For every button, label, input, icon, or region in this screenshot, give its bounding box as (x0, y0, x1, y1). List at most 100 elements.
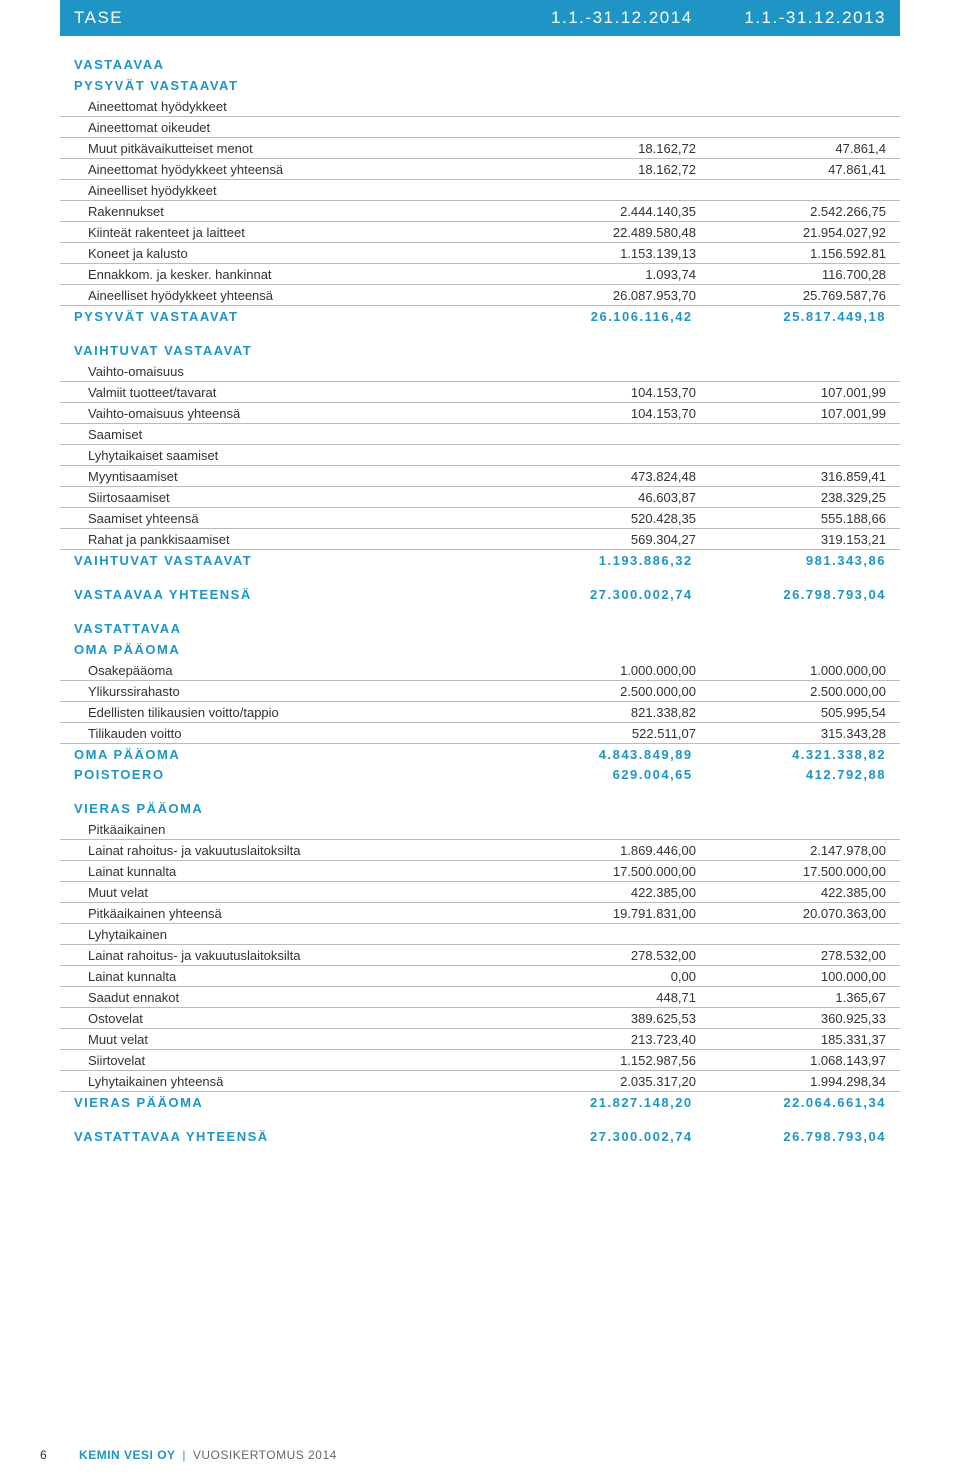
page-footer: 6 KEMIN VESI OY | VUOSIKERTOMUS 2014 (40, 1448, 337, 1462)
row-label: Rakennukset (74, 204, 506, 219)
row-label: Muut velat (74, 1032, 506, 1047)
table-row: Ennakkom. ja kesker. hankinnat1.093,7411… (60, 264, 900, 285)
row-value-2014: 821.338,82 (506, 705, 696, 720)
total-label: OMA PÄÄOMA (74, 747, 499, 762)
table-row: Rakennukset2.444.140,352.542.266,75 (60, 201, 900, 222)
table-row: Tilikauden voitto522.511,07315.343,28 (60, 723, 900, 744)
row-value-2013: 2.500.000,00 (696, 684, 886, 699)
row-value-2013: 185.331,37 (696, 1032, 886, 1047)
row-label: Aineelliset hyödykkeet (74, 183, 506, 198)
total-v1: 21.827.148,20 (499, 1095, 692, 1110)
row-label: Rahat ja pankkisaamiset (74, 532, 506, 547)
row-value-2013: 116.700,28 (696, 267, 886, 282)
table-row: Siirtosaamiset46.603,87238.329,25 (60, 487, 900, 508)
section-pysyvat-vastaavat: PYSYVÄT VASTAAVAT (60, 75, 900, 96)
row-value-2014: 1.000.000,00 (506, 663, 696, 678)
row-value-2014: 1.869.446,00 (506, 843, 696, 858)
row-value-2013: 2.542.266,75 (696, 204, 886, 219)
row-label: Aineettomat hyödykkeet (74, 99, 506, 114)
row-value-2014: 569.304,27 (506, 532, 696, 547)
row-value-2014: 0,00 (506, 969, 696, 984)
table-vaihtuvat: Vaihto-omaisuusValmiit tuotteet/tavarat1… (60, 361, 900, 550)
table-row: Lyhytaikainen (60, 924, 900, 945)
row-label: Lyhytaikaiset saamiset (74, 448, 506, 463)
total-label: VIERAS PÄÄOMA (74, 1095, 499, 1110)
total-pysyvat-vastaavat: PYSYVÄT VASTAAVAT 26.106.116,42 25.817.4… (60, 306, 900, 326)
table-row: Aineelliset hyödykkeet yhteensä26.087.95… (60, 285, 900, 306)
row-value-2013: 47.861,41 (696, 162, 886, 177)
page-number: 6 (40, 1448, 47, 1462)
row-label: Saamiset yhteensä (74, 511, 506, 526)
row-value-2014: 448,71 (506, 990, 696, 1005)
row-value-2013: 1.994.298,34 (696, 1074, 886, 1089)
table-row: Valmiit tuotteet/tavarat104.153,70107.00… (60, 382, 900, 403)
table-row: Vaihto-omaisuus (60, 361, 900, 382)
row-value-2013: 107.001,99 (696, 385, 886, 400)
row-value-2013: 360.925,33 (696, 1011, 886, 1026)
row-value-2013: 278.532,00 (696, 948, 886, 963)
table-row: Edellisten tilikausien voitto/tappio821.… (60, 702, 900, 723)
row-label: Aineettomat oikeudet (74, 120, 506, 135)
row-value-2014: 104.153,70 (506, 406, 696, 421)
row-label: Ennakkom. ja kesker. hankinnat (74, 267, 506, 282)
table-row: Saadut ennakot448,711.365,67 (60, 987, 900, 1008)
total-v2: 981.343,86 (693, 553, 886, 568)
row-value-2013: 2.147.978,00 (696, 843, 886, 858)
row-value-2014: 1.152.987,56 (506, 1053, 696, 1068)
total-vieras-paaoma: VIERAS PÄÄOMA 21.827.148,20 22.064.661,3… (60, 1092, 900, 1112)
total-label: VASTATTAVAA YHTEENSÄ (74, 1129, 499, 1144)
table-row: Saamiset yhteensä520.428,35555.188,66 (60, 508, 900, 529)
row-value-2013: 21.954.027,92 (696, 225, 886, 240)
table-row: Muut pitkävaikutteiset menot18.162,7247.… (60, 138, 900, 159)
row-value-2013: 238.329,25 (696, 490, 886, 505)
row-label: Lainat kunnalta (74, 969, 506, 984)
row-value-2014: 473.824,48 (506, 469, 696, 484)
row-value-2014: 17.500.000,00 (506, 864, 696, 879)
table-row: Lyhytaikainen yhteensä2.035.317,201.994.… (60, 1071, 900, 1092)
row-value-2014: 278.532,00 (506, 948, 696, 963)
table-pysyvat: Aineettomat hyödykkeet Aineettomat oikeud… (60, 96, 900, 306)
total-v2: 25.817.449,18 (693, 309, 886, 324)
header-col-2014: 1.1.-31.12.2014 (499, 8, 692, 28)
table-row: Pitkäaikainen (60, 819, 900, 840)
row-label: Vaihto-omaisuus yhteensä (74, 406, 506, 421)
table-row: Aineettomat hyödykkeet (60, 96, 900, 117)
row-value-2013: 1.000.000,00 (696, 663, 886, 678)
row-value-2013: 1.365,67 (696, 990, 886, 1005)
row-label: Koneet ja kalusto (74, 246, 506, 261)
row-value-2014: 2.500.000,00 (506, 684, 696, 699)
table-row: Muut velat422.385,00422.385,00 (60, 882, 900, 903)
total-vaihtuvat-vastaavat: VAIHTUVAT VASTAAVAT 1.193.886,32 981.343… (60, 550, 900, 570)
row-value-2014: 18.162,72 (506, 162, 696, 177)
table-row: Myyntisaamiset473.824,48316.859,41 (60, 466, 900, 487)
table-header: TASE 1.1.-31.12.2014 1.1.-31.12.2013 (60, 0, 900, 36)
row-label: Lainat kunnalta (74, 864, 506, 879)
table-row: Rahat ja pankkisaamiset569.304,27319.153… (60, 529, 900, 550)
row-value-2013: 47.861,4 (696, 141, 886, 156)
footer-rest: VUOSIKERTOMUS 2014 (193, 1448, 337, 1462)
table-row: Koneet ja kalusto1.153.139,131.156.592.8… (60, 243, 900, 264)
row-value-2013: 1.068.143,97 (696, 1053, 886, 1068)
table-row: Osakepääoma1.000.000,001.000.000,00 (60, 660, 900, 681)
row-value-2014: 26.087.953,70 (506, 288, 696, 303)
total-vastattavaa-yhteensa: VASTATTAVAA YHTEENSÄ 27.300.002,74 26.79… (60, 1126, 900, 1146)
row-label: Ylikurssirahasto (74, 684, 506, 699)
table-row: Ylikurssirahasto2.500.000,002.500.000,00 (60, 681, 900, 702)
total-v1: 1.193.886,32 (499, 553, 692, 568)
row-value-2013: 107.001,99 (696, 406, 886, 421)
table-row: Siirtovelat1.152.987,561.068.143,97 (60, 1050, 900, 1071)
total-v2: 26.798.793,04 (693, 1129, 886, 1144)
table-row: Lyhytaikaiset saamiset (60, 445, 900, 466)
table-row: Aineelliset hyödykkeet (60, 180, 900, 201)
row-value-2014: 213.723,40 (506, 1032, 696, 1047)
header-title: TASE (74, 8, 499, 28)
row-label: Siirtovelat (74, 1053, 506, 1068)
row-label: Saamiset (74, 427, 506, 442)
table-row: Aineettomat hyödykkeet yhteensä18.162,72… (60, 159, 900, 180)
row-value-2013: 1.156.592.81 (696, 246, 886, 261)
row-value-2014: 22.489.580,48 (506, 225, 696, 240)
row-label: Myyntisaamiset (74, 469, 506, 484)
row-label: Edellisten tilikausien voitto/tappio (74, 705, 506, 720)
row-label: Siirtosaamiset (74, 490, 506, 505)
row-label: Valmiit tuotteet/tavarat (74, 385, 506, 400)
